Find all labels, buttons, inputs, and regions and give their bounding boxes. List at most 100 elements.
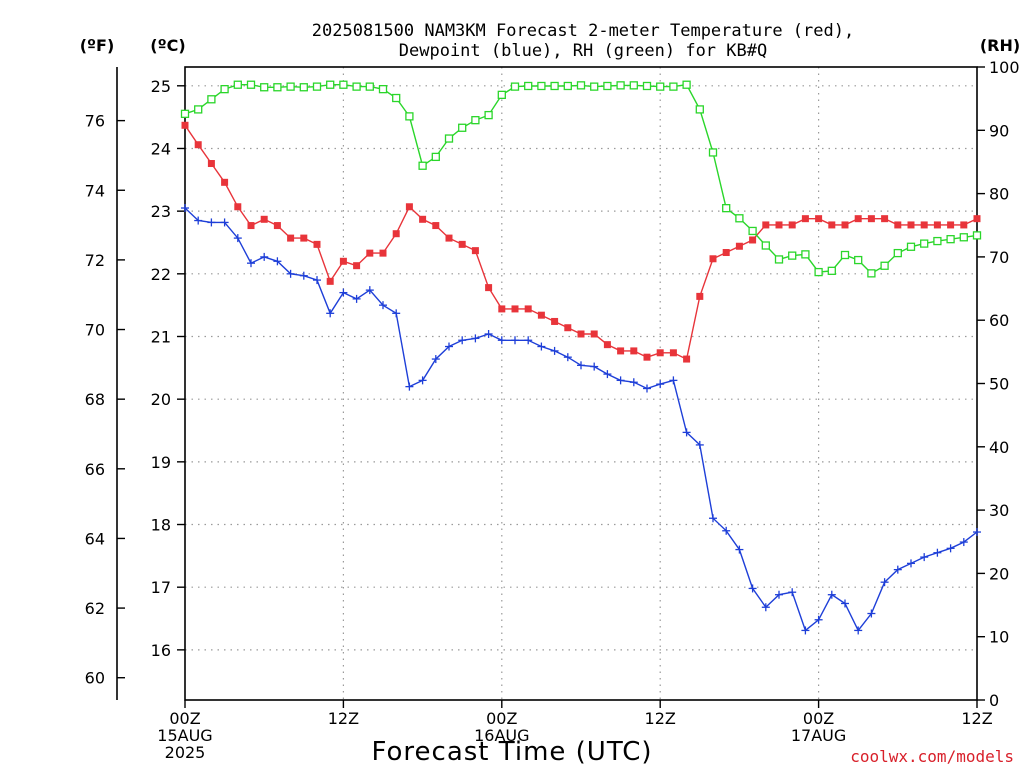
dewpoint-point (880, 578, 889, 587)
dewpoint-point (471, 334, 480, 343)
rh-tick-label: 20 (989, 564, 1009, 583)
plot-frame (184, 66, 978, 701)
dewpoint-point (326, 309, 335, 318)
rh-point (814, 267, 823, 277)
rh-point (576, 81, 586, 90)
temperature-point (828, 221, 836, 229)
rh-point (563, 81, 572, 91)
temperature-point (656, 349, 664, 357)
temperature-point (379, 249, 387, 257)
fahrenheit-axis: 60 62 64 66 68 70 72 74 76 (85, 112, 125, 688)
temperature-point (498, 305, 506, 313)
temperature-point (577, 330, 585, 338)
dewpoint-point (669, 376, 678, 385)
dewpoint-point (431, 355, 440, 364)
temperature-point (287, 234, 295, 242)
dewpoint-point (563, 353, 572, 362)
rh-point (484, 110, 493, 120)
rh-point (906, 242, 916, 251)
dewpoint-point (286, 269, 295, 278)
dewpoint-point (907, 559, 915, 568)
rh-point (260, 83, 269, 92)
temperature-point (432, 222, 440, 230)
temperature-point (524, 305, 532, 313)
time-tick-label: 00Z (486, 709, 517, 728)
temperature-point (207, 160, 215, 168)
temperature-point (643, 353, 651, 361)
fahrenheit-tick-label: 76 (85, 112, 105, 131)
temperature-point (471, 247, 479, 255)
dewpoint-point (695, 440, 704, 449)
fahrenheit-tick-label: 60 (85, 669, 105, 688)
temperature-point (815, 215, 823, 223)
dewpoint-point (629, 378, 638, 387)
rh-point (801, 250, 810, 259)
rh-tick-label: 60 (989, 311, 1009, 330)
celsius-tick-label: 16 (151, 641, 171, 660)
rh-point (273, 83, 282, 92)
dewpoint-point (339, 288, 348, 297)
rh-point (959, 233, 968, 242)
celsius-tick-label: 18 (151, 516, 171, 535)
fahrenheit-tick-label: 68 (85, 390, 105, 409)
rh-line (184, 83, 978, 275)
chart-title: 2025081500 NAM3KM Forecast 2-meter Tempe… (312, 21, 854, 61)
temperature-point (867, 215, 875, 223)
credit-link[interactable]: coolwx.com/models (850, 747, 1014, 766)
grid-lines (185, 67, 977, 700)
rh-point (339, 80, 348, 89)
dewpoint-point (814, 615, 823, 624)
dewpoint-point (775, 590, 783, 599)
rh-point (774, 255, 784, 264)
dewpoint-point (643, 384, 651, 393)
dewpoint-series (181, 204, 981, 635)
temperature-point (894, 221, 902, 229)
dewpoint-point (181, 204, 189, 213)
dewpoint-point (682, 428, 691, 437)
rh-tick-label: 70 (989, 248, 1009, 267)
temperature-point (458, 240, 466, 248)
chart-title-line-1: 2025081500 NAM3KM Forecast 2-meter Tempe… (312, 21, 854, 41)
fahrenheit-tick-label: 72 (85, 251, 105, 270)
dewpoint-point (603, 370, 612, 379)
temperature-point (551, 317, 559, 325)
temperature-point (788, 221, 796, 229)
dewpoint-point (946, 544, 955, 553)
rh-point (827, 266, 836, 275)
dewpoint-point (735, 545, 744, 554)
dewpoint-point (920, 553, 929, 562)
celsius-tick-label: 20 (151, 390, 171, 409)
x-axis-label: Forecast Time (UTC) (371, 737, 652, 767)
dewpoint-point (959, 538, 968, 547)
rh-point (418, 161, 427, 170)
temperature-point (696, 292, 704, 300)
rh-point (695, 105, 704, 114)
fahrenheit-tick-label: 70 (85, 321, 105, 340)
temperature-point (511, 305, 519, 313)
time-tick-label: 15AUG (157, 726, 212, 745)
rh-point (642, 81, 652, 91)
dewpoint-point (497, 336, 506, 345)
rh-point (233, 80, 242, 89)
dewpoint-point (405, 382, 414, 391)
dewpoint-point (379, 301, 387, 310)
temperature-point (247, 222, 255, 230)
time-tick-label: 12Z (328, 709, 359, 728)
rh-point (867, 269, 876, 278)
rh-tick-label: 30 (989, 501, 1009, 520)
rh-point (735, 214, 744, 223)
rh-point (590, 82, 599, 91)
rh-point (840, 250, 850, 260)
rh-point (603, 81, 612, 91)
temperature-point (590, 330, 598, 338)
fahrenheit-tick-label: 74 (85, 181, 105, 200)
rh-point (550, 81, 559, 91)
dewpoint-point (748, 584, 757, 593)
dewpoint-point (801, 626, 810, 635)
temperature-point (960, 221, 968, 229)
temperature-line (184, 124, 978, 361)
dewpoint-point (656, 380, 665, 389)
temperature-point (392, 230, 400, 238)
